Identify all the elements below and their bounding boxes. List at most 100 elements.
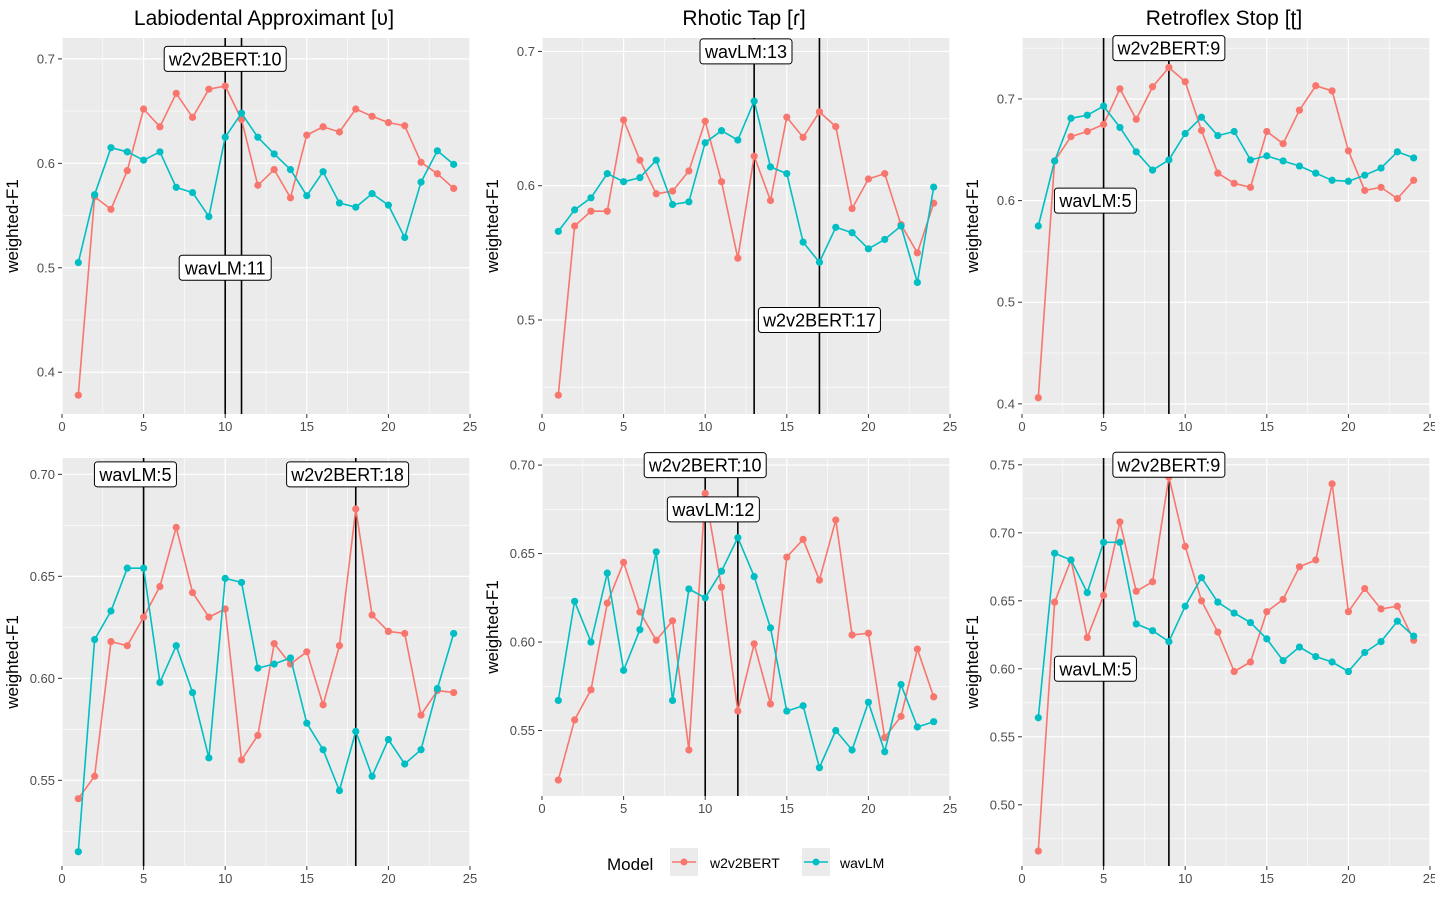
data-point-w2v2BERT — [450, 689, 458, 697]
data-point-wavLM — [368, 772, 376, 780]
data-point-w2v2BERT — [1328, 480, 1336, 488]
data-point-w2v2BERT — [1295, 106, 1304, 114]
data-point-wavLM — [897, 680, 905, 689]
data-point-w2v2BERT — [587, 686, 595, 694]
data-point-wavLM — [140, 564, 148, 572]
data-point-wavLM — [1312, 169, 1320, 177]
data-point-wavLM — [417, 746, 425, 754]
annotation-label: w2v2BERT:9 — [1112, 35, 1226, 62]
data-point-wavLM — [335, 199, 344, 207]
y-tick-label: 0.55 — [510, 723, 535, 738]
data-point-wavLM — [74, 848, 82, 856]
data-point-wavLM — [783, 170, 791, 178]
x-tick-label: 15 — [300, 871, 314, 886]
y-tick-label: 0.4 — [37, 365, 55, 380]
data-point-wavLM — [620, 666, 628, 674]
data-point-w2v2BERT — [832, 123, 840, 131]
y-tick-label: 0.65 — [990, 593, 1015, 608]
data-point-w2v2BERT — [286, 194, 295, 202]
data-point-wavLM — [1295, 162, 1304, 170]
x-tick-label: 15 — [1260, 871, 1274, 886]
data-point-w2v2BERT — [587, 207, 595, 215]
data-point-w2v2BERT — [897, 712, 905, 720]
data-point-wavLM — [766, 163, 775, 171]
data-point-w2v2BERT — [815, 576, 824, 584]
annotation-box — [1112, 35, 1226, 62]
annotation-box — [1053, 187, 1137, 214]
data-point-w2v2BERT — [652, 190, 660, 198]
data-point-w2v2BERT — [1132, 115, 1140, 123]
data-point-w2v2BERT — [319, 123, 327, 131]
data-point-w2v2BERT — [1328, 87, 1336, 95]
data-point-wavLM — [913, 723, 921, 731]
data-point-wavLM — [783, 707, 791, 715]
y-tick-label: 0.65 — [30, 569, 55, 584]
data-point-wavLM — [685, 585, 693, 593]
data-point-wavLM — [1263, 152, 1271, 160]
data-point-wavLM — [450, 160, 458, 168]
annotation-label: w2v2BERT:10 — [643, 452, 767, 479]
y-tick-label: 0.70 — [990, 525, 1015, 540]
data-point-wavLM — [286, 166, 295, 174]
data-point-wavLM — [668, 696, 677, 705]
data-point-w2v2BERT — [1410, 176, 1418, 184]
series-group — [554, 489, 938, 784]
data-point-w2v2BERT — [783, 553, 791, 561]
annotation-label: w2v2BERT:18 — [286, 461, 410, 488]
data-point-w2v2BERT — [734, 254, 742, 262]
data-point-w2v2BERT — [766, 196, 775, 205]
data-point-w2v2BERT — [1197, 126, 1206, 135]
x-tick-label: 5 — [1100, 419, 1107, 434]
data-point-w2v2BERT — [1051, 598, 1059, 606]
data-point-wavLM — [270, 150, 278, 158]
data-point-wavLM — [652, 156, 660, 164]
data-point-wavLM — [303, 719, 311, 727]
data-point-wavLM — [1051, 157, 1059, 165]
series-group — [554, 97, 938, 399]
x-tick-label: 0 — [58, 419, 65, 434]
data-point-wavLM — [123, 148, 131, 156]
data-point-wavLM — [734, 136, 742, 144]
annotations: wavLM:5 w2v2BERT:9 — [1053, 35, 1226, 214]
data-point-w2v2BERT — [636, 608, 644, 616]
annotation-text: wavLM:13 — [704, 42, 787, 62]
data-point-wavLM — [74, 258, 82, 267]
data-point-wavLM — [319, 168, 327, 176]
x-tick-label: 25 — [943, 801, 957, 816]
x-tick-label: 15 — [300, 419, 314, 434]
data-point-wavLM — [335, 786, 344, 795]
data-point-wavLM — [848, 746, 856, 754]
data-point-wavLM — [685, 198, 693, 206]
data-point-wavLM — [1361, 171, 1369, 179]
data-point-w2v2BERT — [848, 204, 856, 213]
panel-2: 0 5 10 15 20 25 0.5 0.6 0.7 weighted-F1 Rhotic Tap… — [483, 7, 957, 434]
x-tick-label: 20 — [861, 419, 875, 434]
legend-key-wavLM — [802, 848, 830, 876]
data-point-w2v2BERT — [221, 605, 229, 613]
data-point-wavLM — [815, 764, 824, 772]
data-point-w2v2BERT — [1361, 186, 1369, 195]
y-tick-label: 0.6 — [37, 156, 55, 171]
data-point-w2v2BERT — [205, 613, 213, 621]
data-point-w2v2BERT — [433, 170, 441, 178]
series-line-w2v2BERT — [1037, 476, 1415, 852]
data-point-wavLM — [1279, 657, 1287, 665]
panel-4: 0 5 10 15 20 25 0.55 0.60 0.65 0.70 weighted-F1 wav… — [3, 458, 477, 886]
annotation-text: wavLM:12 — [671, 500, 754, 520]
x-tick-label: 5 — [620, 801, 627, 816]
data-point-w2v2BERT — [1279, 595, 1287, 604]
x-tick-label: 0 — [58, 871, 65, 886]
data-point-wavLM — [91, 191, 99, 199]
data-point-w2v2BERT — [1393, 602, 1401, 610]
data-point-w2v2BERT — [352, 105, 360, 113]
data-point-w2v2BERT — [1067, 132, 1075, 141]
data-point-wavLM — [1067, 114, 1075, 122]
data-point-wavLM — [1083, 111, 1091, 119]
data-point-wavLM — [750, 572, 758, 581]
data-point-wavLM — [123, 564, 131, 572]
data-point-w2v2BERT — [319, 701, 327, 709]
data-point-wavLM — [799, 702, 807, 710]
x-tick-label: 0 — [1018, 419, 1025, 434]
panel-6: 0 5 10 15 20 25 0.50 0.55 0.60 0.65 0.70 0.75 weight… — [963, 451, 1435, 886]
